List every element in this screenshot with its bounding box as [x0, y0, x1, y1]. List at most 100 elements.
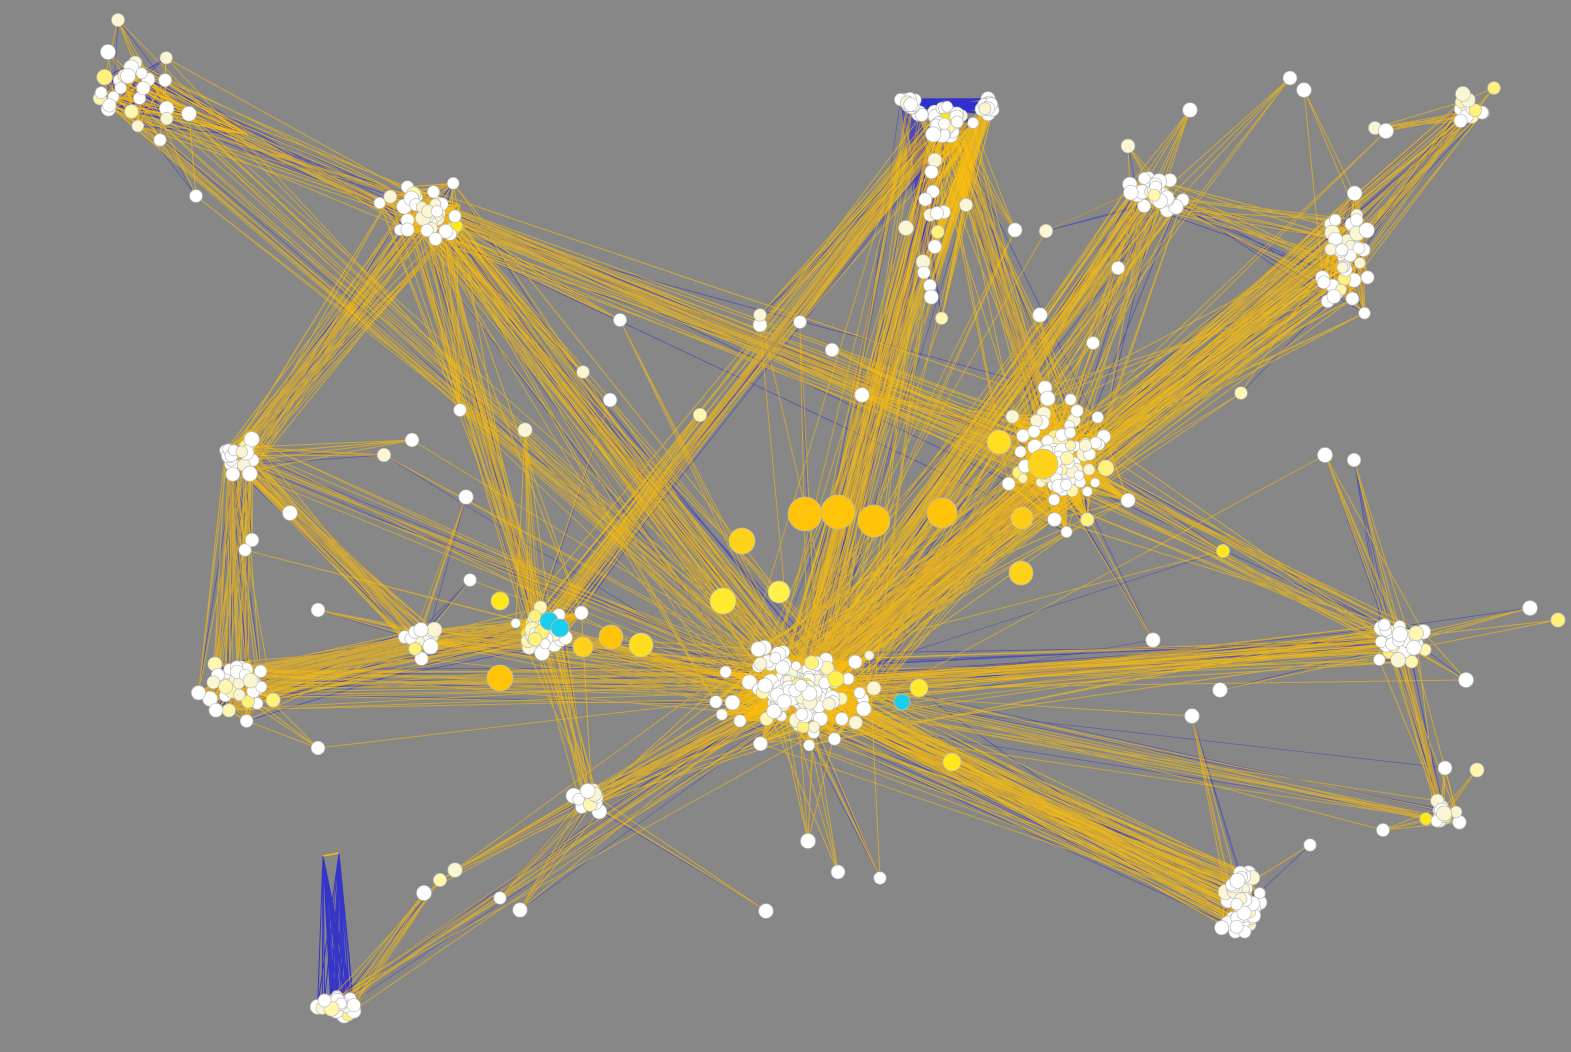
- graph-node[interactable]: [1070, 404, 1084, 418]
- graph-node[interactable]: [918, 192, 933, 207]
- graph-node[interactable]: [1017, 473, 1029, 484]
- graph-node[interactable]: [430, 205, 444, 218]
- graph-node[interactable]: [753, 656, 768, 671]
- graph-node[interactable]: [733, 714, 747, 728]
- graph-node[interactable]: [848, 654, 863, 670]
- graph-node[interactable]: [310, 602, 326, 618]
- gold-hub-2[interactable]: [820, 494, 856, 530]
- graph-node[interactable]: [830, 864, 846, 880]
- graph-node[interactable]: [1048, 493, 1061, 506]
- graph-node[interactable]: [1111, 261, 1125, 275]
- graph-node[interactable]: [1346, 452, 1362, 468]
- graph-node[interactable]: [824, 342, 840, 358]
- graph-node[interactable]: [930, 225, 945, 239]
- graph-node[interactable]: [1090, 477, 1101, 488]
- graph-node[interactable]: [191, 685, 206, 701]
- graph-node[interactable]: [94, 86, 108, 99]
- graph-node[interactable]: [1390, 652, 1407, 668]
- graph-node[interactable]: [510, 618, 521, 629]
- graph-node[interactable]: [1137, 172, 1151, 185]
- graph-node[interactable]: [1374, 635, 1388, 648]
- graph-node[interactable]: [446, 177, 460, 190]
- graph-node[interactable]: [724, 694, 741, 711]
- graph-node[interactable]: [917, 265, 931, 280]
- graph-node[interactable]: [1065, 439, 1076, 451]
- graph-node[interactable]: [517, 422, 533, 438]
- graph-node[interactable]: [153, 133, 167, 147]
- graph-node[interactable]: [1137, 199, 1151, 213]
- graph-node[interactable]: [427, 185, 440, 199]
- gold-hub-8[interactable]: [986, 429, 1012, 455]
- graph-node[interactable]: [255, 680, 268, 693]
- graph-node[interactable]: [753, 736, 768, 752]
- graph-node[interactable]: [903, 97, 918, 112]
- graph-node[interactable]: [111, 13, 125, 27]
- graph-node[interactable]: [1145, 632, 1161, 648]
- graph-node[interactable]: [1324, 243, 1338, 256]
- graph-node[interactable]: [935, 311, 949, 325]
- graph-node[interactable]: [1469, 762, 1485, 778]
- graph-node[interactable]: [807, 720, 821, 733]
- gold-hub-16[interactable]: [490, 591, 510, 611]
- graph-node[interactable]: [408, 642, 422, 656]
- graph-node[interactable]: [574, 605, 589, 620]
- graph-node[interactable]: [114, 81, 127, 95]
- graph-node[interactable]: [1349, 213, 1364, 227]
- graph-node[interactable]: [1123, 184, 1139, 201]
- graph-node[interactable]: [1326, 289, 1342, 304]
- gold-hub-14[interactable]: [572, 636, 594, 658]
- graph-node[interactable]: [463, 573, 477, 587]
- graph-node[interactable]: [221, 703, 236, 718]
- graph-node[interactable]: [420, 223, 434, 238]
- graph-node[interactable]: [422, 638, 439, 655]
- graph-node[interactable]: [1360, 270, 1375, 285]
- graph-node[interactable]: [1406, 640, 1422, 656]
- graph-node[interactable]: [804, 655, 820, 670]
- graph-node[interactable]: [924, 164, 939, 179]
- graph-node[interactable]: [1229, 919, 1244, 934]
- graph-node[interactable]: [572, 792, 585, 806]
- graph-node[interactable]: [1354, 257, 1366, 269]
- graph-node[interactable]: [1060, 478, 1073, 491]
- graph-node[interactable]: [1436, 805, 1453, 822]
- graph-node[interactable]: [1468, 103, 1483, 118]
- gold-hub-15[interactable]: [486, 664, 514, 692]
- graph-node[interactable]: [959, 198, 973, 212]
- graph-node[interactable]: [1336, 261, 1349, 274]
- graph-node[interactable]: [1064, 393, 1077, 406]
- graph-node[interactable]: [1083, 463, 1096, 476]
- graph-node[interactable]: [692, 407, 708, 423]
- graph-node[interactable]: [136, 81, 151, 96]
- graph-node[interactable]: [448, 209, 462, 223]
- graph-node[interactable]: [1522, 600, 1538, 616]
- graph-node[interactable]: [1253, 887, 1266, 900]
- graph-node[interactable]: [776, 694, 792, 710]
- graph-node[interactable]: [930, 206, 944, 221]
- graph-node[interactable]: [317, 993, 332, 1008]
- graph-node[interactable]: [1352, 241, 1366, 255]
- graph-node[interactable]: [757, 677, 773, 694]
- graph-node[interactable]: [576, 365, 590, 379]
- graph-node[interactable]: [243, 431, 260, 448]
- graph-node[interactable]: [753, 308, 767, 322]
- graph-node[interactable]: [758, 903, 774, 919]
- gold-hub-6[interactable]: [1010, 506, 1034, 530]
- graph-node[interactable]: [413, 622, 429, 638]
- graph-node[interactable]: [923, 289, 939, 305]
- cyan-node-2[interactable]: [550, 618, 570, 638]
- graph-node[interactable]: [967, 117, 979, 129]
- graph-node[interactable]: [854, 387, 870, 403]
- graph-node[interactable]: [1039, 390, 1056, 407]
- graph-node[interactable]: [941, 100, 953, 113]
- gold-hub-17[interactable]: [942, 752, 962, 772]
- graph-node[interactable]: [159, 51, 173, 65]
- graph-node[interactable]: [898, 220, 914, 236]
- graph-node[interactable]: [834, 712, 849, 726]
- graph-node[interactable]: [373, 196, 386, 210]
- graph-node[interactable]: [741, 674, 758, 690]
- graph-node[interactable]: [242, 672, 259, 689]
- graph-node[interactable]: [1317, 447, 1333, 463]
- graph-node[interactable]: [938, 117, 951, 130]
- graph-node[interactable]: [1437, 760, 1453, 776]
- graph-node[interactable]: [775, 660, 790, 675]
